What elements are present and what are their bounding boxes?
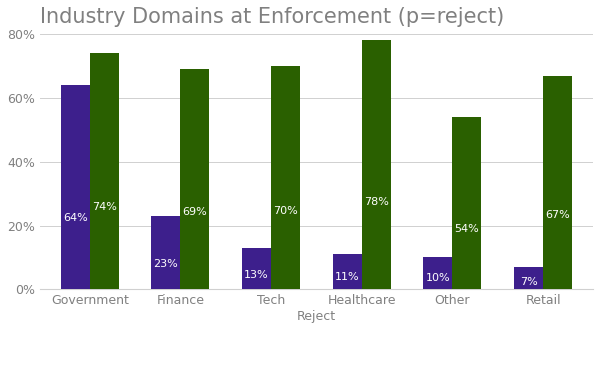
Bar	[362, 40, 391, 289]
Text: 23%: 23%	[154, 259, 178, 269]
Bar	[514, 267, 543, 289]
Text: 74%: 74%	[92, 202, 116, 212]
Text: 69%: 69%	[182, 207, 207, 217]
X-axis label: Reject: Reject	[297, 310, 336, 323]
Text: 54%: 54%	[455, 224, 479, 234]
Bar	[151, 216, 181, 289]
Text: 70%: 70%	[273, 206, 298, 216]
Bar	[242, 248, 271, 289]
Bar	[543, 76, 572, 289]
Text: 78%: 78%	[364, 197, 389, 207]
Text: 10%: 10%	[425, 273, 450, 283]
Legend: Industry, Agari Customers: Industry, Agari Customers	[203, 367, 430, 371]
Text: 7%: 7%	[520, 276, 538, 286]
Bar	[271, 66, 300, 289]
Bar	[333, 254, 362, 289]
Bar	[424, 257, 452, 289]
Text: 11%: 11%	[335, 272, 359, 282]
Bar	[181, 69, 209, 289]
Bar	[61, 85, 89, 289]
Text: 13%: 13%	[244, 270, 269, 280]
Bar	[89, 53, 119, 289]
Text: 67%: 67%	[545, 210, 570, 220]
Text: Industry Domains at Enforcement (p=reject): Industry Domains at Enforcement (p=rejec…	[40, 7, 504, 27]
Text: 64%: 64%	[63, 213, 88, 223]
Bar	[452, 117, 481, 289]
